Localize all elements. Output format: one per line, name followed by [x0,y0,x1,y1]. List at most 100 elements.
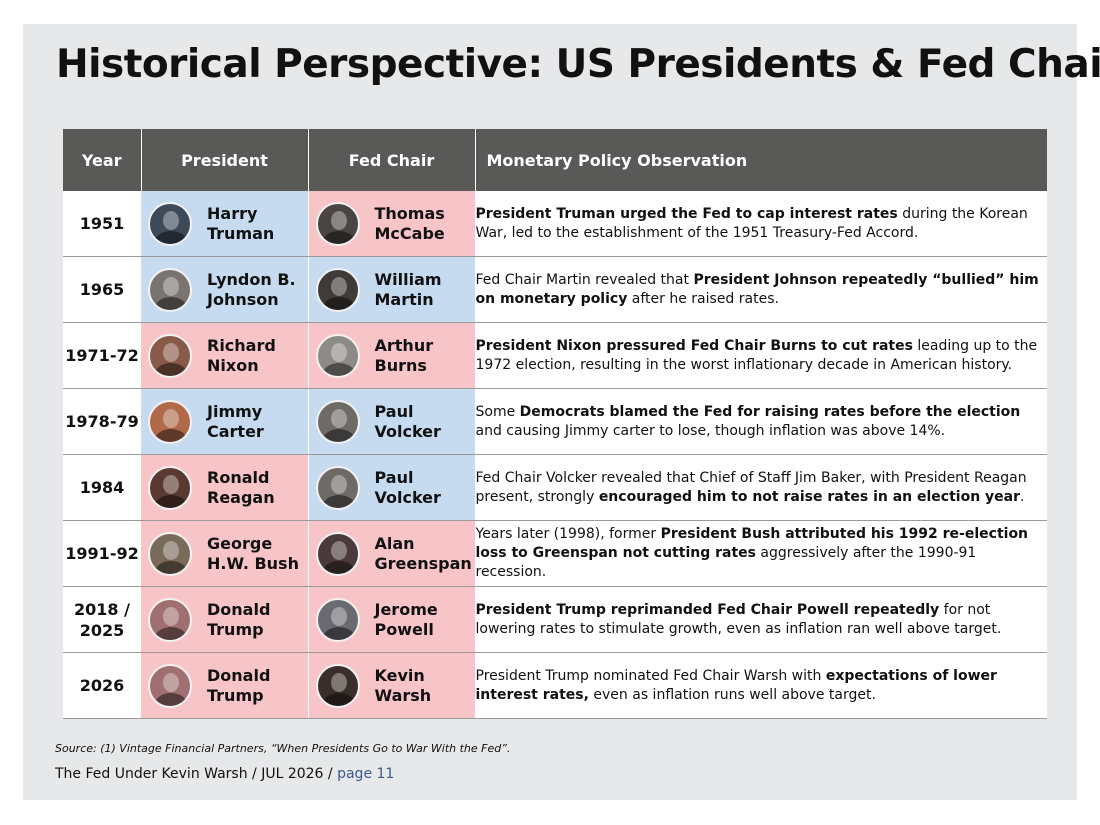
observation-cell: Fed Chair Martin revealed that President… [475,256,1047,323]
president-name: Jimmy Carter [207,401,264,441]
header-observation: Monetary Policy Observation [475,129,1047,191]
observation-cell: Fed Chair Volcker revealed that Chief of… [475,454,1047,521]
observation-cell: Years later (1998), former President Bus… [475,520,1047,587]
portrait-martin-icon [315,267,360,312]
fed-chair-cell: Kevin Warsh [308,652,476,719]
page-number: page 11 [337,766,395,782]
portrait-bush-icon [148,531,192,576]
portrait-volcker-icon [315,399,360,444]
year-cell: 2026 [63,652,141,719]
observation-emphasis: President Trump reprimanded Fed Chair Po… [475,601,940,618]
observation-text: during the Korean War, led to the establ… [475,205,1028,241]
observation-text: . [1020,488,1025,505]
table-row: 1978-79 Jimmy Carter Paul Volcker Some Demo… [63,388,1047,455]
observation-emphasis: expectations of lower interest rates, [475,667,997,703]
portrait-greenspan-icon [315,531,360,576]
portrait-truman-icon [148,201,192,246]
header-year: Year [63,129,142,191]
observation-text: for not lowering rates to stimulate grow… [475,601,1002,637]
table-row: 1971-72 Richard Nixon Arthur Burns Presiden… [63,322,1047,389]
portrait-warsh-icon [315,663,360,708]
observation-text: and causing Jimmy carter to lose, though… [475,422,946,439]
president-name: Richard Nixon [207,335,276,375]
source-note: Source: (1) Vintage Financial Partners, … [55,742,511,755]
portrait-nixon-icon [148,333,192,378]
observation-cell: President Truman urged the Fed to cap in… [475,191,1047,257]
year-cell: 1951 [63,191,141,257]
president-cell: Jimmy Carter [141,388,309,455]
observation-text: leading up to the 1972 election, resulti… [475,337,1038,373]
observation-emphasis: President Truman urged the Fed to cap in… [475,205,898,222]
observation-emphasis: President Bush attributed his 1992 re-el… [475,526,1029,561]
table-row: 1984 Ronald Reagan Paul Volcker Fed Chair V… [63,454,1047,521]
fed-chair-name: Paul Volcker [374,467,441,507]
president-cell: Lyndon B. Johnson [141,256,309,323]
year-cell: 1965 [63,256,141,323]
fed-chair-cell: Alan Greenspan [308,520,476,587]
president-name: Ronald Reagan [207,467,275,507]
observation-text: Some [475,403,520,420]
president-cell: Ronald Reagan [141,454,309,521]
president-name: Lyndon B. Johnson [207,269,296,309]
fed-chair-cell: William Martin [308,256,476,323]
fed-chair-cell: Thomas McCabe [308,191,476,257]
observation-text: President Trump nominated Fed Chair Wars… [475,667,826,684]
president-cell: George H.W. Bush [141,520,309,587]
observation-cell: President Trump nominated Fed Chair Wars… [475,652,1047,719]
table-header-row: Year President Fed Chair Monetary Policy… [63,129,1047,191]
observation-text: even as inflation runs well above target… [588,686,876,703]
fed-chair-name: Thomas McCabe [374,203,445,243]
portrait-trump-icon [148,663,192,708]
president-cell: Donald Trump [141,586,309,653]
president-name: George H.W. Bush [207,533,299,573]
president-cell: Donald Trump [141,652,309,719]
portrait-powell-icon [315,597,360,642]
observation-cell: President Trump reprimanded Fed Chair Po… [475,586,1047,653]
portrait-trump-icon [148,597,192,642]
table-row: 2018 / 2025 Donald Trump Jerome Powell Pres… [63,586,1047,653]
observation-text: Fed Chair Volcker revealed that Chief of… [475,469,1027,505]
fed-chair-name: Arthur Burns [374,335,434,375]
portrait-volcker-icon [315,465,360,510]
portrait-johnson-icon [148,267,192,312]
year-cell: 1971-72 [63,322,141,389]
year-cell: 1978-79 [63,388,141,455]
table-row: 1951 Harry Truman Thomas McCabe President T… [63,191,1047,257]
presidents-fed-chairs-table: Year President Fed Chair Monetary Policy… [63,129,1047,719]
portrait-reagan-icon [148,465,192,510]
president-name: Donald Trump [207,665,271,705]
portrait-carter-icon [148,399,192,444]
observation-text: Years later (1998), former [475,526,661,542]
fed-chair-cell: Paul Volcker [308,454,476,521]
fed-chair-name: Kevin Warsh [374,665,432,705]
president-name: Donald Trump [207,599,271,639]
table-row: 1965 Lyndon B. Johnson William Martin Fed C… [63,256,1047,323]
table-row: 1991-92 George H.W. Bush Alan Greenspan Yea… [63,520,1047,587]
portrait-burns-icon [315,333,360,378]
portrait-mccabe-icon [315,201,360,246]
president-name: Harry Truman [207,203,275,243]
president-cell: Harry Truman [141,191,309,257]
observation-text: aggressively after the 1990-91 recession… [475,545,977,580]
year-cell: 1991-92 [63,520,141,587]
observation-emphasis: President Johnson repeatedly “bullied” h… [475,271,1039,307]
footer: The Fed Under Kevin Warsh / JUL 2026 / p… [55,766,394,782]
footer-text: The Fed Under Kevin Warsh / JUL 2026 / [55,766,338,782]
observation-emphasis: encouraged him to not raise rates in an … [598,488,1021,505]
observation-text: after he raised rates. [627,290,779,307]
fed-chair-cell: Arthur Burns [308,322,476,389]
table-row: 2026 Donald Trump Kevin Warsh President Tru… [63,652,1047,719]
observation-emphasis: Democrats blamed the Fed for raising rat… [519,403,1021,420]
observation-cell: Some Democrats blamed the Fed for raisin… [475,388,1047,455]
fed-chair-name: William Martin [374,269,442,309]
page-title: Historical Perspective: US Presidents & … [56,42,1100,87]
header-fed-chair: Fed Chair [308,129,476,191]
table-body: 1951 Harry Truman Thomas McCabe President T… [63,191,1047,719]
header-president: President [141,129,309,191]
slide: Historical Perspective: US Presidents & … [23,24,1100,800]
fed-chair-cell: Jerome Powell [308,586,476,653]
fed-chair-cell: Paul Volcker [308,388,476,455]
year-cell: 1984 [63,454,141,521]
observation-cell: President Nixon pressured Fed Chair Burn… [475,322,1047,389]
observation-emphasis: President Nixon pressured Fed Chair Burn… [475,337,913,354]
